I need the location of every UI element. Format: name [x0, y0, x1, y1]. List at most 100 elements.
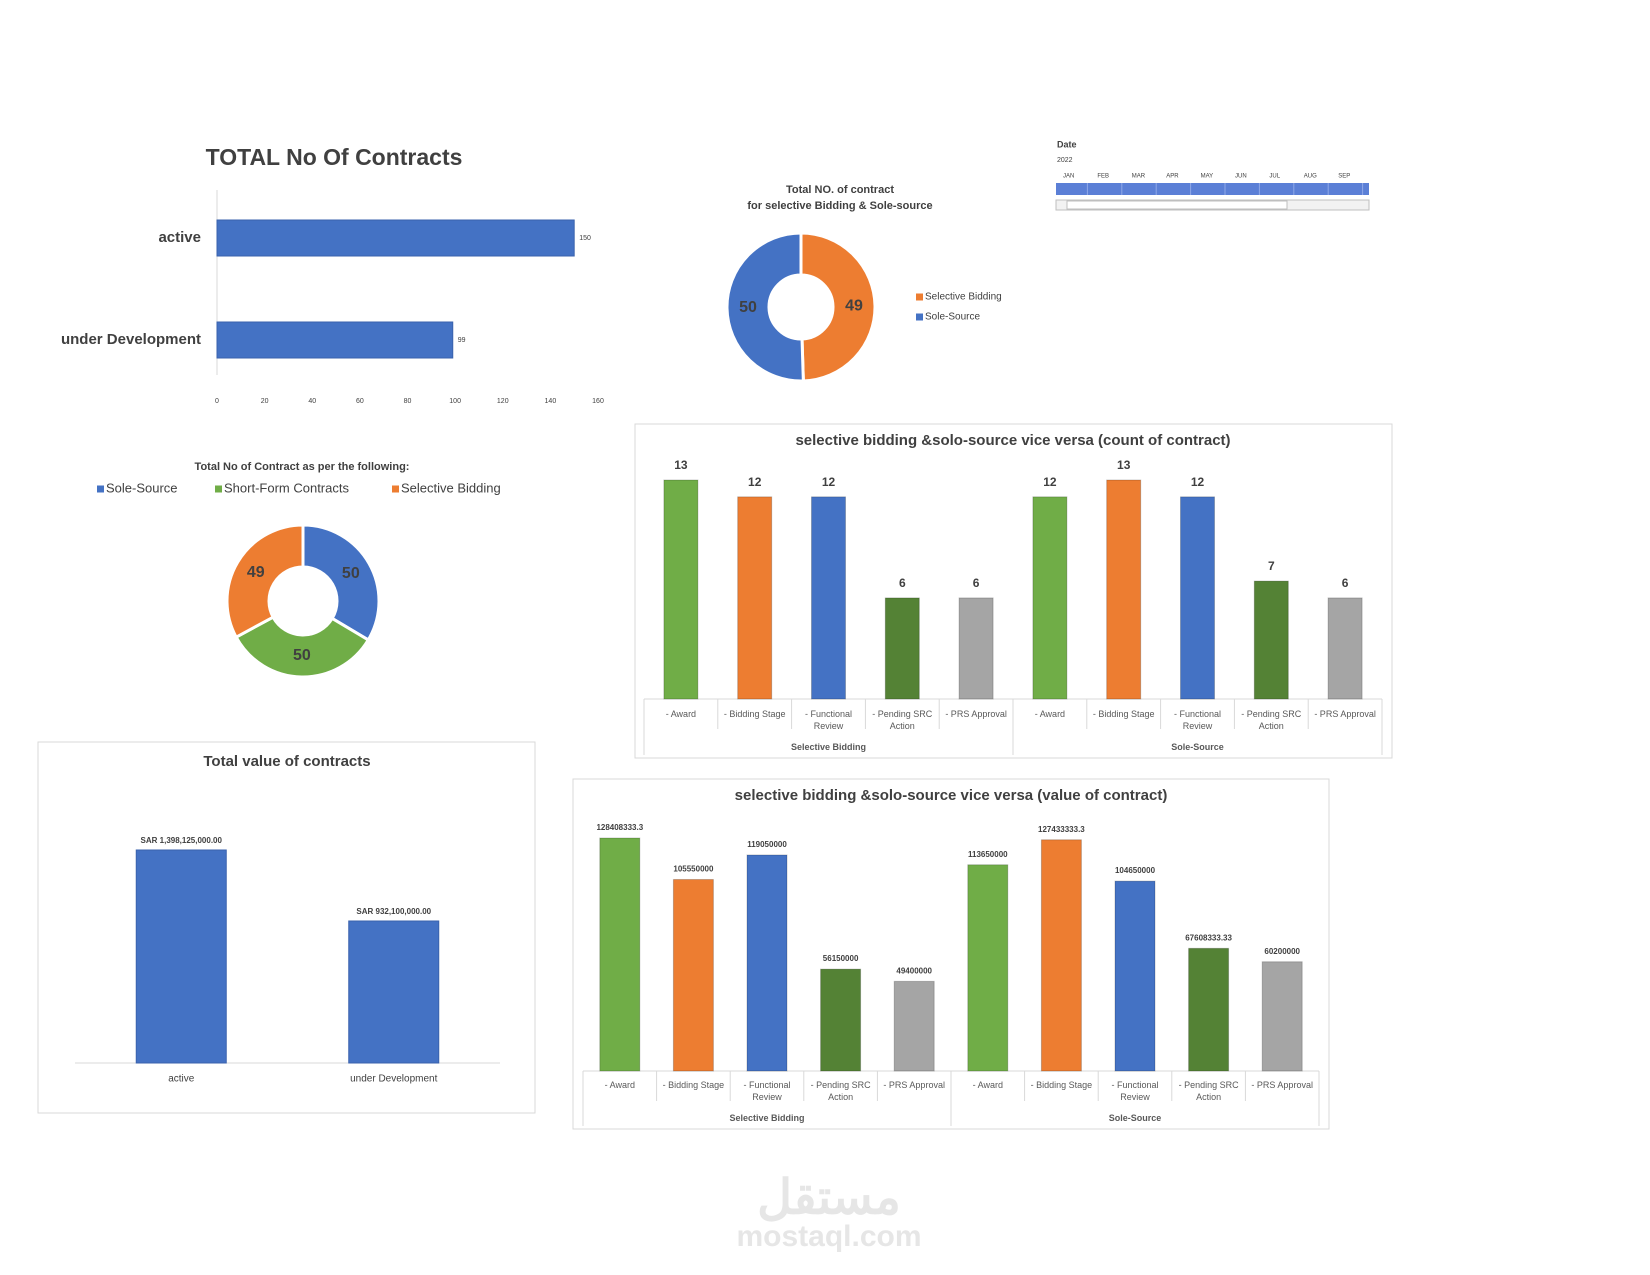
- watermark-arabic: مستقل: [757, 1172, 901, 1225]
- slice-label: 49: [247, 564, 265, 581]
- slice-label: 50: [342, 565, 360, 582]
- bar: [1261, 961, 1303, 1072]
- legend-swatch: [215, 485, 222, 493]
- x-tick-label: - Functional Review: [1173, 709, 1221, 731]
- x-tick-label: 160: [592, 398, 604, 405]
- bar: [672, 878, 714, 1072]
- timeline-bar: [1056, 183, 1369, 195]
- x-tick-label: 20: [261, 398, 269, 405]
- x-tick-label: - PRS Approval: [1251, 1080, 1313, 1090]
- legend-label: Sole-Source: [106, 480, 178, 495]
- slice-label: 50: [293, 647, 311, 664]
- group-label: Sole-Source: [1171, 742, 1224, 752]
- bar: [967, 864, 1009, 1072]
- x-tick-label: - PRS Approval: [945, 709, 1007, 719]
- bar: [663, 479, 699, 700]
- legend-swatch: [392, 485, 399, 493]
- bar: [1040, 839, 1082, 1072]
- timeline-label: Date: [1057, 139, 1077, 149]
- value-label: SAR 1,398,125,000.00: [141, 836, 223, 845]
- x-tick-label: under Development: [350, 1074, 437, 1085]
- watermark-latin: mostaql.com: [736, 1220, 921, 1253]
- x-tick-label: - Award: [1034, 709, 1066, 719]
- x-tick-label: active: [168, 1074, 195, 1085]
- value-label: 12: [748, 475, 762, 489]
- x-tick-label: - Pending SRC Action: [872, 709, 933, 731]
- chart-title: selective bidding &solo-source vice vers…: [795, 432, 1230, 449]
- bar: [1180, 496, 1215, 700]
- legend-label: Short-Form Contracts: [224, 480, 349, 495]
- group-label: Sole-Source: [1108, 1113, 1162, 1123]
- value-label: 6: [899, 576, 906, 590]
- bar: [1032, 496, 1068, 700]
- x-tick-label: - Functional Review: [1111, 1080, 1159, 1102]
- chart-title: Total No of Contract as per the followin…: [195, 461, 410, 473]
- bar: [216, 219, 575, 257]
- bar: [1106, 479, 1142, 700]
- value-label: 119050000: [747, 840, 787, 849]
- y-tick-label: active: [158, 229, 201, 246]
- x-tick-label: - Bidding Stage: [1030, 1080, 1093, 1090]
- chart-title: Total NO. of contract: [786, 184, 894, 196]
- timeline-month: JUN: [1235, 174, 1247, 180]
- donut-slice: [234, 615, 371, 679]
- x-tick-label: - Pending SRC Action: [1178, 1080, 1239, 1102]
- timeline-month: FEB: [1097, 174, 1109, 180]
- x-tick-label: 140: [545, 398, 557, 405]
- value-label: 113650000: [968, 850, 1008, 859]
- timeline-month: MAY: [1201, 174, 1214, 180]
- bar: [746, 854, 788, 1072]
- x-tick-label: - Pending SRC Action: [810, 1080, 871, 1102]
- chart-subtitle: for selective Bidding & Sole-source: [747, 200, 932, 212]
- group-label: Selective Bidding: [729, 1113, 805, 1123]
- x-tick-label: 0: [215, 398, 219, 405]
- value-label: 12: [1043, 475, 1057, 489]
- x-tick-label: - Bidding Stage: [662, 1080, 725, 1090]
- x-tick-label: - Pending SRC Action: [1241, 709, 1302, 731]
- legend-label: Sole-Source: [925, 312, 980, 323]
- x-tick-label: - Award: [665, 709, 697, 719]
- x-tick-label: - Functional Review: [743, 1080, 791, 1102]
- legend-label: Selective Bidding: [401, 480, 501, 495]
- value-label: 56150000: [823, 954, 859, 963]
- x-tick-label: - Bidding Stage: [723, 709, 786, 719]
- value-label: 12: [822, 475, 836, 489]
- value-label: 6: [1342, 576, 1349, 590]
- bar: [893, 980, 935, 1072]
- timeline-scroll-thumb[interactable]: [1066, 200, 1288, 210]
- x-tick-label: - PRS Approval: [1314, 709, 1376, 719]
- donut-slice: [225, 523, 305, 640]
- bar: [1188, 947, 1230, 1072]
- donut-slice: [799, 231, 877, 383]
- value-label: 105550000: [673, 865, 714, 874]
- bar: [1327, 597, 1363, 700]
- legend-label: Selective Bidding: [925, 292, 1002, 303]
- legend-swatch: [916, 293, 923, 301]
- value-label: SAR 932,100,000.00: [356, 907, 431, 916]
- legend-swatch: [916, 313, 923, 321]
- bar: [348, 920, 440, 1064]
- timeline-month: AUG: [1304, 174, 1317, 180]
- value-label: 67608333.33: [1185, 933, 1232, 942]
- value-label: 99: [458, 337, 466, 344]
- donut-slice: [301, 523, 381, 642]
- timeline-month: APR: [1166, 174, 1179, 180]
- chart-frame: [634, 423, 1393, 759]
- x-tick-label: - Bidding Stage: [1092, 709, 1155, 719]
- x-tick-label: - PRS Approval: [883, 1080, 945, 1090]
- value-label: 49400000: [896, 966, 932, 975]
- legend-swatch: [97, 485, 104, 493]
- x-tick-label: 80: [404, 398, 412, 405]
- group-label: Selective Bidding: [790, 742, 867, 752]
- slice-label: 50: [739, 299, 757, 316]
- chart-frame: [572, 778, 1330, 1130]
- chart-title: TOTAL No Of Contracts: [206, 144, 463, 170]
- chart-frame: [37, 741, 536, 1114]
- x-tick-label: 120: [497, 398, 509, 405]
- timeline-month: MAR: [1132, 174, 1146, 180]
- x-tick-label: 40: [308, 398, 316, 405]
- value-label: 13: [674, 458, 688, 472]
- chart-title: Total value of contracts: [203, 753, 370, 770]
- value-label: 7: [1268, 559, 1275, 573]
